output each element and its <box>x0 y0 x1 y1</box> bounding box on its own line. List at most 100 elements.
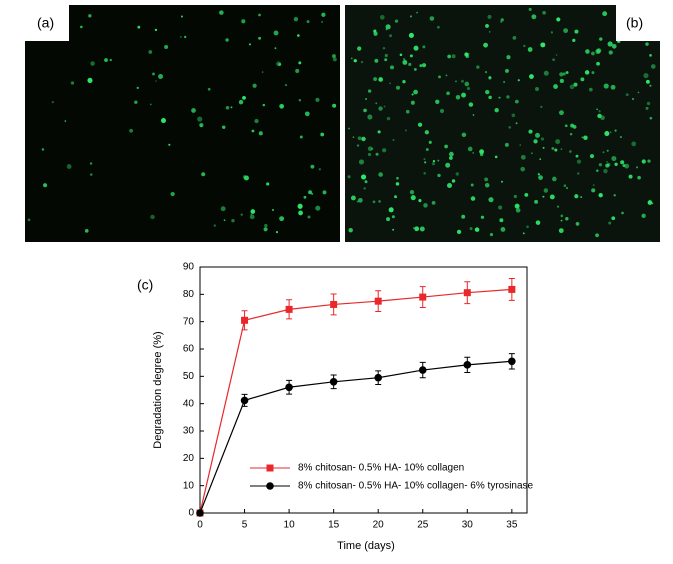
cell <box>365 98 367 100</box>
cell <box>367 89 372 93</box>
cell <box>528 129 533 134</box>
cell <box>515 122 518 125</box>
y-tick-label: 10 <box>183 480 195 491</box>
cell <box>565 71 569 74</box>
cell <box>500 180 503 183</box>
cell <box>563 28 569 34</box>
cell <box>474 227 480 232</box>
cell <box>625 93 629 97</box>
cell <box>577 172 580 175</box>
cell <box>373 31 378 36</box>
panel-label: (a) <box>37 15 54 31</box>
cell <box>275 231 279 234</box>
label-box <box>25 5 69 41</box>
cell <box>179 35 182 38</box>
cell <box>563 184 567 188</box>
cell <box>447 183 453 189</box>
cell <box>448 156 453 160</box>
cell <box>191 108 196 113</box>
cell <box>421 63 427 68</box>
cell <box>402 59 408 65</box>
cell <box>584 70 590 75</box>
cell <box>332 57 337 62</box>
cell <box>225 38 229 42</box>
cell <box>437 173 441 178</box>
x-tick-label: 25 <box>417 520 429 531</box>
cell <box>258 36 261 40</box>
y-tick-label: 40 <box>183 398 195 409</box>
cell <box>347 175 351 179</box>
cell <box>307 215 311 219</box>
cell <box>254 119 259 124</box>
cell <box>520 166 526 172</box>
cell <box>484 182 490 188</box>
cell <box>570 123 575 128</box>
cell <box>297 203 303 209</box>
cell <box>569 150 572 153</box>
cell <box>423 158 426 161</box>
cell <box>409 15 413 18</box>
cell <box>500 227 506 232</box>
cell <box>251 129 255 133</box>
cell <box>527 47 533 52</box>
cell <box>537 173 540 176</box>
x-axis-label: Time (days) <box>337 540 395 552</box>
cell <box>552 58 555 62</box>
cell <box>373 77 378 81</box>
cell <box>651 202 654 205</box>
panel-label: (b) <box>626 15 643 31</box>
cell <box>424 130 429 135</box>
cell <box>569 84 575 90</box>
cell <box>533 139 538 144</box>
cell <box>389 34 393 38</box>
cell <box>356 144 360 147</box>
cell <box>552 176 557 182</box>
cell <box>207 87 211 91</box>
cell <box>535 86 539 91</box>
cell <box>595 48 601 55</box>
cell <box>631 97 635 101</box>
cell <box>213 224 216 227</box>
marker <box>240 396 249 405</box>
cell <box>279 216 285 222</box>
cell <box>647 159 651 163</box>
cell <box>357 46 362 51</box>
cell <box>504 142 509 147</box>
cell <box>274 47 277 50</box>
cell <box>556 17 561 22</box>
cell <box>488 76 492 80</box>
cell <box>321 12 326 17</box>
cell <box>555 139 561 145</box>
cell <box>455 80 457 83</box>
cell <box>230 106 233 109</box>
cell <box>220 206 226 212</box>
cell <box>89 173 93 176</box>
cell <box>513 194 517 199</box>
cell <box>648 201 651 204</box>
cell <box>488 31 491 33</box>
series-line <box>199 360 512 514</box>
cell <box>262 103 266 107</box>
cell <box>610 84 616 90</box>
cell <box>575 154 579 158</box>
marker <box>418 366 427 374</box>
cell <box>603 168 608 174</box>
cell <box>559 72 564 77</box>
cell <box>252 83 257 88</box>
cell <box>70 81 75 85</box>
cell <box>273 30 279 36</box>
cell <box>129 128 134 133</box>
cell <box>378 200 381 203</box>
cell <box>87 77 93 83</box>
cell <box>451 179 456 183</box>
cell <box>574 194 579 199</box>
cell <box>550 31 553 34</box>
cell <box>155 80 157 82</box>
cell <box>554 148 558 152</box>
cell <box>240 213 243 216</box>
cell <box>238 99 244 105</box>
cell <box>315 205 321 211</box>
cell <box>360 60 364 64</box>
cell <box>560 214 564 218</box>
cell <box>284 84 288 87</box>
